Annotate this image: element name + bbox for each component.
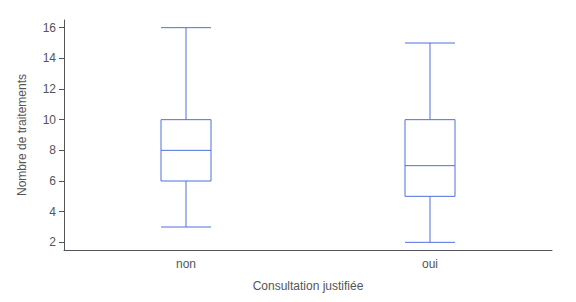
svg-text:8: 8 — [49, 143, 56, 157]
svg-text:Consultation justifiée: Consultation justifiée — [253, 279, 364, 293]
svg-text:non: non — [176, 257, 196, 271]
svg-text:4: 4 — [49, 205, 56, 219]
svg-text:Nombre de traitements: Nombre de traitements — [15, 74, 29, 196]
svg-text:oui: oui — [422, 257, 438, 271]
svg-text:12: 12 — [43, 82, 57, 96]
svg-text:2: 2 — [49, 235, 56, 249]
svg-text:10: 10 — [43, 113, 57, 127]
svg-text:16: 16 — [43, 21, 57, 35]
svg-text:6: 6 — [49, 174, 56, 188]
svg-text:14: 14 — [43, 51, 57, 65]
